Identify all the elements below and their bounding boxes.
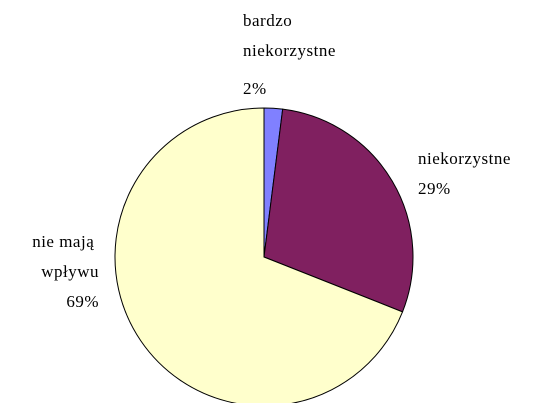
value-label: 2% bbox=[243, 79, 267, 98]
value-label: 29% bbox=[418, 179, 451, 198]
category-label: nie mają wpływu bbox=[32, 232, 99, 281]
category-label: bardzo niekorzystne bbox=[243, 11, 336, 60]
value-label: 69% bbox=[66, 292, 99, 311]
pie-slice bbox=[114, 107, 404, 403]
category-label: niekorzystne bbox=[418, 149, 511, 168]
pie-slice bbox=[263, 108, 414, 313]
